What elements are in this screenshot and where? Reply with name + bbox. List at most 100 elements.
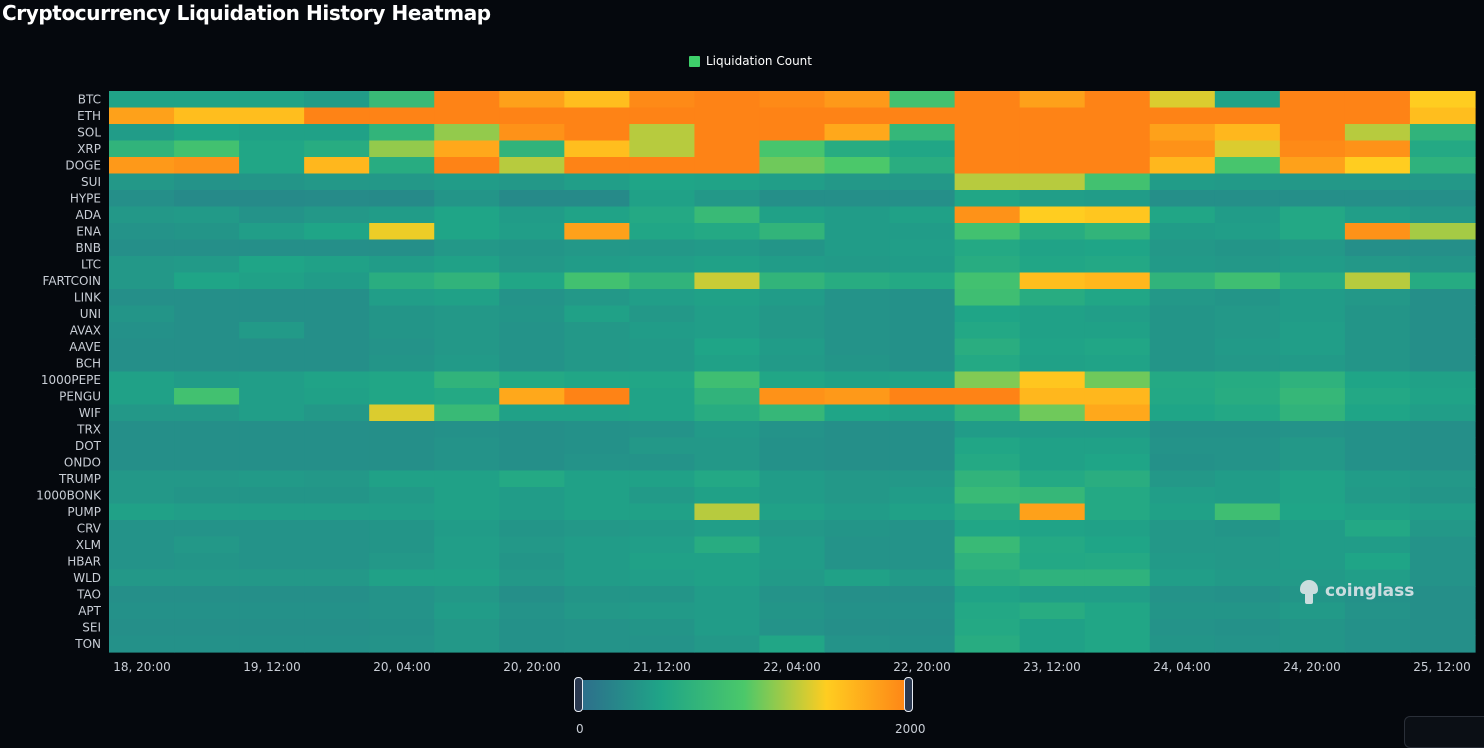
heatmap-cell-xlm-5[interactable] <box>434 536 500 554</box>
heatmap-cell-apt-13[interactable] <box>954 602 1021 620</box>
heatmap-cell-1000pepe-13[interactable] <box>954 371 1021 389</box>
heatmap-cell-doge-18[interactable] <box>1279 157 1346 175</box>
heatmap-cell-1000pepe-19[interactable] <box>1344 371 1411 389</box>
heatmap-cell-xlm-2[interactable] <box>239 536 305 554</box>
heatmap-cell-pump-3[interactable] <box>304 503 370 521</box>
heatmap-cell-1000bonk-2[interactable] <box>239 487 305 505</box>
heatmap-cell-doge-15[interactable] <box>1084 157 1151 175</box>
heatmap-cell-link-19[interactable] <box>1344 289 1411 307</box>
heatmap-cell-fartcoin-7[interactable] <box>564 272 630 290</box>
heatmap-cell-eth-20[interactable] <box>1409 107 1476 125</box>
heatmap-cell-sol-14[interactable] <box>1019 124 1086 142</box>
heatmap-cell-uni-10[interactable] <box>759 305 826 323</box>
heatmap-cell-ton-4[interactable] <box>369 635 435 653</box>
heatmap-cell-bch-11[interactable] <box>824 355 891 373</box>
heatmap-cell-eth-7[interactable] <box>564 107 630 125</box>
heatmap-cell-link-9[interactable] <box>694 289 761 307</box>
heatmap-cell-ena-5[interactable] <box>434 223 500 241</box>
heatmap-cell-xlm-4[interactable] <box>369 536 435 554</box>
heatmap-cell-ltc-0[interactable] <box>109 256 175 274</box>
heatmap-cell-eth-19[interactable] <box>1344 107 1411 125</box>
heatmap-cell-pump-7[interactable] <box>564 503 630 521</box>
heatmap-cell-1000bonk-14[interactable] <box>1019 487 1086 505</box>
heatmap-cell-crv-0[interactable] <box>109 520 175 538</box>
heatmap-cell-bch-9[interactable] <box>694 355 761 373</box>
heatmap-cell-avax-8[interactable] <box>629 322 696 340</box>
heatmap-cell-hbar-17[interactable] <box>1214 553 1281 571</box>
heatmap-cell-wld-0[interactable] <box>109 569 175 587</box>
heatmap-cell-bch-7[interactable] <box>564 355 630 373</box>
heatmap-cell-aave-6[interactable] <box>499 338 565 356</box>
heatmap-cell-ton-0[interactable] <box>109 635 175 653</box>
heatmap-cell-xlm-15[interactable] <box>1084 536 1151 554</box>
heatmap-cell-uni-1[interactable] <box>174 305 240 323</box>
heatmap-cell-apt-6[interactable] <box>499 602 565 620</box>
heatmap-cell-btc-13[interactable] <box>954 91 1021 109</box>
heatmap-cell-xrp-13[interactable] <box>954 140 1021 158</box>
heatmap-cell-xlm-6[interactable] <box>499 536 565 554</box>
heatmap-cell-bch-20[interactable] <box>1409 355 1476 373</box>
heatmap-cell-trx-13[interactable] <box>954 421 1021 439</box>
heatmap-cell-btc-19[interactable] <box>1344 91 1411 109</box>
heatmap-cell-1000bonk-5[interactable] <box>434 487 500 505</box>
heatmap-cell-dot-8[interactable] <box>629 437 696 455</box>
visual-map-gradient-bar[interactable] <box>579 680 909 710</box>
heatmap-cell-avax-18[interactable] <box>1279 322 1346 340</box>
heatmap-cell-eth-18[interactable] <box>1279 107 1346 125</box>
heatmap-cell-sui-17[interactable] <box>1214 173 1281 191</box>
heatmap-cell-sei-12[interactable] <box>889 619 956 637</box>
heatmap-cell-wld-2[interactable] <box>239 569 305 587</box>
heatmap-cell-ondo-13[interactable] <box>954 454 1021 472</box>
heatmap-cell-xlm-18[interactable] <box>1279 536 1346 554</box>
heatmap-cell-link-5[interactable] <box>434 289 500 307</box>
heatmap-cell-bch-19[interactable] <box>1344 355 1411 373</box>
heatmap-cell-wif-7[interactable] <box>564 404 630 422</box>
heatmap-cell-hbar-9[interactable] <box>694 553 761 571</box>
heatmap-cell-bch-2[interactable] <box>239 355 305 373</box>
heatmap-cell-dot-5[interactable] <box>434 437 500 455</box>
heatmap-cell-aave-1[interactable] <box>174 338 240 356</box>
heatmap-cell-ton-3[interactable] <box>304 635 370 653</box>
heatmap-cell-1000pepe-4[interactable] <box>369 371 435 389</box>
heatmap-cell-pengu-17[interactable] <box>1214 388 1281 406</box>
heatmap-cell-pengu-11[interactable] <box>824 388 891 406</box>
heatmap-cell-xrp-5[interactable] <box>434 140 500 158</box>
heatmap-cell-1000bonk-15[interactable] <box>1084 487 1151 505</box>
heatmap-cell-sol-12[interactable] <box>889 124 956 142</box>
heatmap-cell-wld-5[interactable] <box>434 569 500 587</box>
heatmap-cell-aave-10[interactable] <box>759 338 826 356</box>
heatmap-cell-tao-7[interactable] <box>564 586 630 604</box>
heatmap-cell-pump-2[interactable] <box>239 503 305 521</box>
heatmap-cell-hbar-18[interactable] <box>1279 553 1346 571</box>
heatmap-cell-uni-20[interactable] <box>1409 305 1476 323</box>
heatmap-cell-sui-0[interactable] <box>109 173 175 191</box>
heatmap-cell-bnb-17[interactable] <box>1214 239 1281 257</box>
heatmap-cell-wld-16[interactable] <box>1149 569 1216 587</box>
heatmap-cell-hype-6[interactable] <box>499 190 565 208</box>
heatmap-cell-trump-5[interactable] <box>434 470 500 488</box>
heatmap-cell-trump-9[interactable] <box>694 470 761 488</box>
heatmap-cell-ada-6[interactable] <box>499 206 565 224</box>
heatmap-cell-pengu-4[interactable] <box>369 388 435 406</box>
heatmap-cell-wld-12[interactable] <box>889 569 956 587</box>
heatmap-cell-crv-20[interactable] <box>1409 520 1476 538</box>
heatmap-cell-wif-3[interactable] <box>304 404 370 422</box>
heatmap-cell-eth-9[interactable] <box>694 107 761 125</box>
heatmap-cell-btc-12[interactable] <box>889 91 956 109</box>
heatmap-cell-wif-4[interactable] <box>369 404 435 422</box>
heatmap-cell-pengu-10[interactable] <box>759 388 826 406</box>
heatmap-cell-apt-4[interactable] <box>369 602 435 620</box>
heatmap-cell-hype-11[interactable] <box>824 190 891 208</box>
heatmap-cell-ltc-5[interactable] <box>434 256 500 274</box>
heatmap-cell-ena-7[interactable] <box>564 223 630 241</box>
heatmap-cell-sol-8[interactable] <box>629 124 696 142</box>
heatmap-cell-hype-1[interactable] <box>174 190 240 208</box>
heatmap-cell-wif-8[interactable] <box>629 404 696 422</box>
heatmap-cell-xrp-3[interactable] <box>304 140 370 158</box>
heatmap-cell-dot-20[interactable] <box>1409 437 1476 455</box>
heatmap-cell-ena-17[interactable] <box>1214 223 1281 241</box>
heatmap-cell-crv-15[interactable] <box>1084 520 1151 538</box>
heatmap-cell-ondo-15[interactable] <box>1084 454 1151 472</box>
heatmap-cell-trump-10[interactable] <box>759 470 826 488</box>
heatmap-cell-dot-6[interactable] <box>499 437 565 455</box>
